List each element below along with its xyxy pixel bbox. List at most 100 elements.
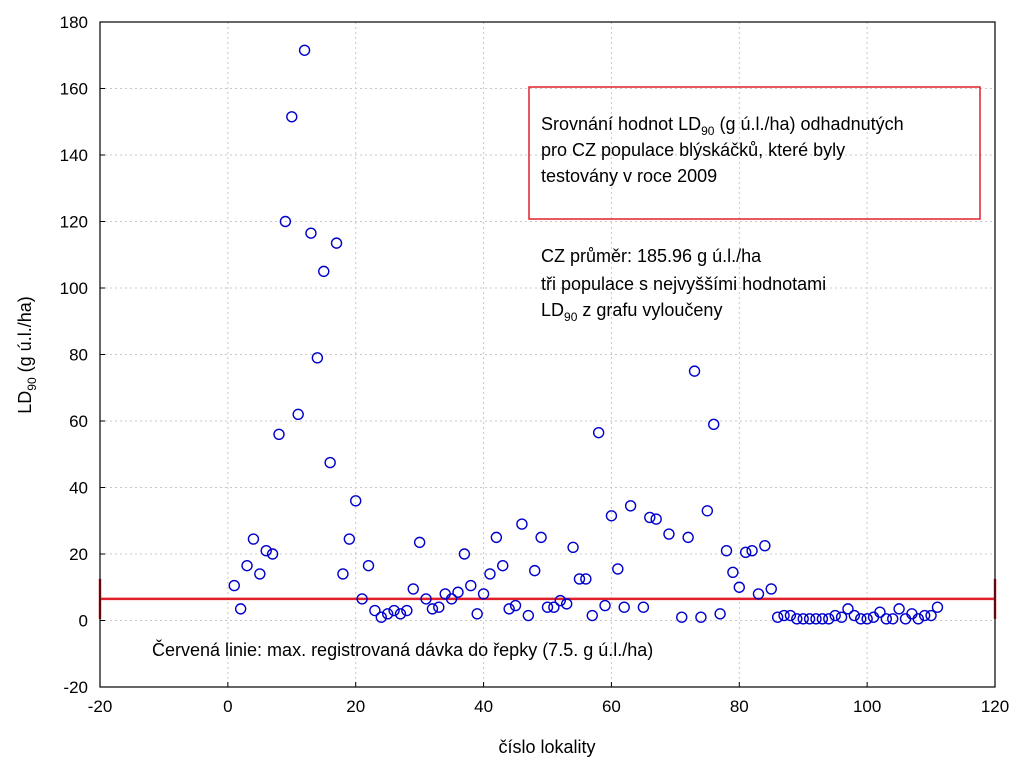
data-point — [592, 426, 605, 439]
data-point — [247, 533, 260, 545]
data-point — [880, 613, 893, 625]
data-point — [465, 579, 477, 592]
data-point — [343, 533, 356, 545]
mean-note-line3-b: z grafu vyloučeny — [577, 300, 722, 320]
data-point — [318, 265, 330, 278]
data-point — [727, 566, 739, 578]
data-point — [586, 609, 598, 622]
y-tick-label: -20 — [63, 678, 88, 697]
data-point — [874, 606, 886, 618]
data-point — [688, 365, 701, 377]
data-point — [855, 613, 867, 625]
data-point — [771, 611, 784, 623]
data-point — [362, 559, 375, 572]
data-point — [394, 608, 407, 620]
mean-note-line3-sub: 90 — [564, 310, 578, 324]
data-point — [624, 500, 637, 512]
data-point — [471, 608, 483, 620]
data-point — [241, 559, 253, 572]
data-point — [708, 418, 720, 431]
data-point — [912, 613, 924, 625]
data-point — [286, 111, 298, 123]
data-point — [739, 546, 752, 559]
data-point — [829, 609, 841, 622]
data-point — [605, 510, 618, 522]
data-point — [714, 608, 726, 620]
y-axis-ticks: -20 0 20 40 60 80 100 120 140 160 180 — [60, 13, 105, 697]
y-axis-title-subscript: 90 — [25, 377, 39, 391]
data-point — [234, 603, 247, 615]
y-tick-label: 0 — [79, 612, 88, 631]
data-point — [388, 604, 400, 617]
data-point — [548, 601, 560, 613]
data-point — [420, 593, 432, 605]
data-point — [567, 541, 579, 554]
y-tick-label: 140 — [60, 146, 88, 165]
mean-note-line3-a: LD — [541, 300, 564, 320]
y-axis-title-main: LD — [15, 391, 35, 414]
data-point — [292, 408, 304, 421]
annotation-box — [528, 86, 981, 220]
data-point — [279, 215, 292, 228]
data-point — [925, 609, 937, 622]
data-point — [861, 613, 873, 625]
data-point — [746, 544, 758, 557]
data-point — [765, 583, 777, 595]
y-tick-label: 180 — [60, 13, 88, 32]
data-point — [477, 588, 490, 600]
annotation-box-line1-a: Srovnání hodnot LD — [541, 114, 701, 134]
data-point — [407, 583, 419, 595]
y-tick-label: 20 — [69, 545, 88, 564]
data-point — [305, 227, 317, 239]
data-point — [823, 613, 835, 625]
annotation-box-line2: pro CZ populace blýskáčků, které byly — [541, 140, 845, 160]
data-point — [918, 609, 931, 622]
data-point — [445, 593, 458, 605]
y-tick-label: 80 — [69, 346, 88, 365]
data-point — [778, 609, 790, 622]
data-point — [503, 603, 515, 615]
data-point — [401, 604, 413, 617]
data-point — [618, 601, 630, 613]
data-point — [733, 581, 745, 593]
x-tick-label: -20 — [88, 697, 113, 716]
data-point — [381, 608, 394, 620]
x-tick-label: 40 — [474, 697, 493, 716]
x-axis-ticks: -20 0 20 40 60 80 100 120 — [88, 682, 1009, 716]
data-point — [311, 352, 324, 364]
data-point — [893, 603, 905, 615]
data-point — [835, 611, 848, 623]
data-point — [413, 536, 426, 549]
reference-line-label: Červená linie: max. registrovaná dávka d… — [152, 639, 653, 660]
data-point — [554, 594, 566, 607]
data-point — [490, 531, 503, 544]
data-point — [580, 573, 592, 585]
data-point — [509, 599, 522, 612]
x-tick-label: 80 — [730, 697, 749, 716]
data-point — [701, 505, 714, 517]
data-point — [682, 531, 694, 544]
data-points — [228, 44, 944, 625]
annotation-box-line1-b: (g ú.l./ha) odhadnutých — [714, 114, 903, 134]
y-tick-label: 100 — [60, 279, 88, 298]
x-axis-title: číslo lokality — [498, 737, 595, 757]
x-tick-label: 20 — [346, 697, 365, 716]
data-point — [452, 586, 464, 598]
data-point — [791, 613, 803, 625]
y-tick-label: 120 — [60, 213, 88, 232]
data-point — [458, 548, 471, 560]
data-point — [637, 601, 650, 613]
data-point — [720, 544, 733, 557]
data-point — [228, 579, 240, 592]
data-point — [298, 44, 311, 56]
data-point — [535, 531, 547, 544]
y-axis-title: LD90 (g ú.l./ha) — [15, 296, 39, 413]
data-point — [784, 609, 797, 622]
annotation-box-line1: Srovnání hodnot LD90 (g ú.l./ha) odhadnu… — [541, 114, 904, 138]
data-point — [797, 613, 809, 625]
y-tick-label: 40 — [69, 479, 88, 498]
data-point — [350, 495, 362, 507]
data-point — [433, 601, 445, 613]
